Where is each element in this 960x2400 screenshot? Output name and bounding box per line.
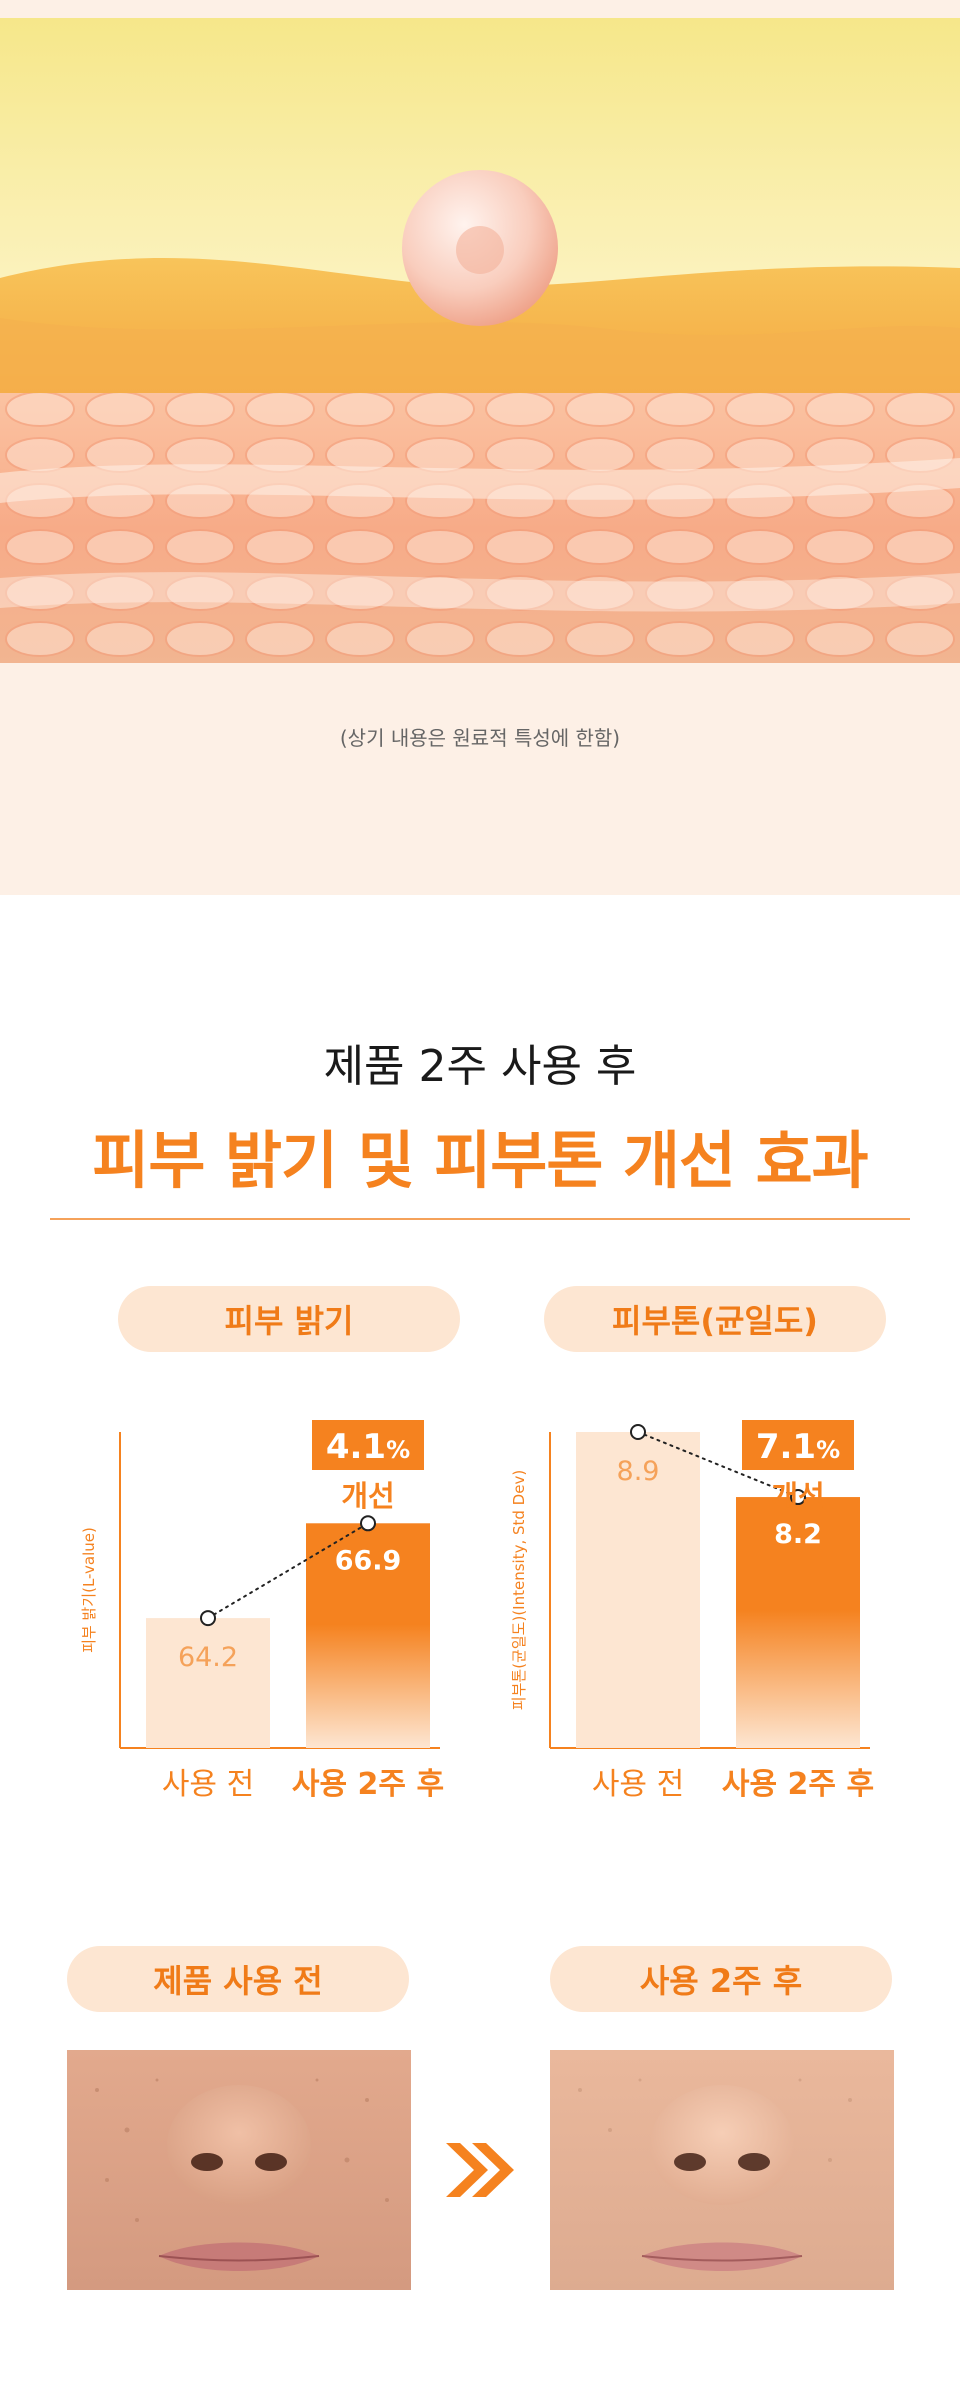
trend-line — [207, 1522, 369, 1620]
bar-after — [736, 1497, 860, 1748]
category-label: 사용 2주 후 — [292, 1767, 444, 1802]
disclaimer-text: (상기 내용은 원료적 특성에 한함) — [339, 726, 621, 750]
bar-value-label: 8.9 — [617, 1456, 660, 1487]
tone-chart: 피부톤(균일도)(Intensity, Std Dev) 8.9 사용 전 8.2 사용… — [510, 1420, 874, 1802]
after-photo — [550, 2050, 894, 2290]
bar-value-label: 64.2 — [178, 1642, 238, 1673]
trend-point — [630, 1424, 646, 1440]
trend-point — [200, 1610, 216, 1627]
bar-before — [146, 1618, 270, 1748]
section-subtitle: 제품 2주 사용 후 — [323, 1041, 637, 1092]
y-axis-label: 피부톤(균일도)(Intensity, Std Dev) — [510, 1470, 528, 1710]
before-photo — [67, 2050, 411, 2290]
chart-title-brightness: 피부 밝기 — [118, 1286, 460, 1352]
before-label: 제품 사용 전 — [67, 1946, 409, 2012]
improvement-badge — [312, 1420, 424, 1470]
bar-after — [306, 1523, 430, 1748]
bar-value-label: 8.2 — [774, 1519, 822, 1550]
trend-point — [790, 1489, 806, 1506]
category-label: 사용 전 — [162, 1767, 254, 1802]
improvement-badge — [742, 1420, 854, 1470]
category-label: 사용 전 — [592, 1767, 684, 1802]
bar-value-label: 66.9 — [335, 1545, 402, 1576]
hero-illustration — [0, 18, 960, 663]
chart-title-tone: 피부톤(균일도) — [544, 1286, 886, 1352]
trend-point — [360, 1515, 376, 1532]
improvement-value: 4.1% — [326, 1427, 410, 1467]
bar-before — [576, 1432, 700, 1748]
double-chevron-right-icon — [446, 2143, 514, 2197]
title-divider — [50, 1218, 910, 1220]
hero-section: (상기 내용은 원료적 특성에 한함) — [0, 0, 960, 895]
trend-line — [637, 1431, 799, 1499]
category-label: 사용 2주 후 — [722, 1767, 874, 1802]
after-label: 사용 2주 후 — [550, 1946, 892, 2012]
improvement-label: 개선 — [771, 1479, 824, 1513]
y-axis-label: 피부 밝기(L-value) — [80, 1527, 98, 1653]
improvement-value: 7.1% — [756, 1427, 840, 1467]
section-title: 피부 밝기 및 피부톤 개선 효과 — [92, 1124, 868, 1197]
brightness-chart: 피부 밝기(L-value) 64.2 사용 전 66.9 사용 2주 후 4.1% 개선 — [80, 1420, 444, 1802]
improvement-label: 개선 — [341, 1479, 394, 1513]
